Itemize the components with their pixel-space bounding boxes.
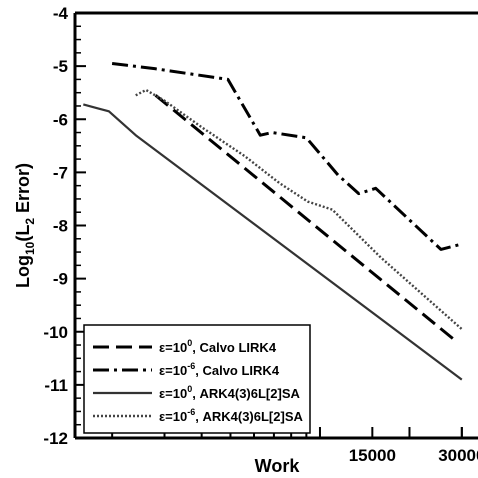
series-line-2 — [111, 62, 463, 251]
legend-label-4: ε=10-6, ARK4(3)6L[2]SA — [159, 407, 303, 424]
y-tick-label: -10 — [43, 323, 68, 342]
series-line-4 — [135, 88, 463, 330]
y-tick-label: -8 — [53, 217, 68, 236]
series-line-3 — [83, 103, 463, 381]
y-tick-label: -7 — [53, 163, 68, 182]
x-tick-label: 30000 — [438, 446, 478, 465]
x-tick-label: 15000 — [349, 446, 396, 465]
y-tick-label: -5 — [53, 57, 68, 76]
y-axis-title: Log10(L2 Error) — [13, 163, 37, 288]
y-tick-label: -4 — [53, 4, 69, 23]
y-tick-label: -12 — [43, 429, 68, 448]
legend-label-3: ε=100, ARK4(3)6L[2]SA — [159, 384, 300, 401]
legend-label-1: ε=100, Calvo LIRK4 — [159, 338, 277, 355]
x-axis-title: Work — [255, 456, 301, 476]
y-tick-label: -6 — [53, 110, 68, 129]
legend-label-2: ε=10-6, Calvo LIRK4 — [159, 361, 280, 378]
series-line-1 — [154, 94, 459, 344]
y-tick-label: -9 — [53, 270, 68, 289]
y-tick-label: -11 — [44, 376, 68, 395]
